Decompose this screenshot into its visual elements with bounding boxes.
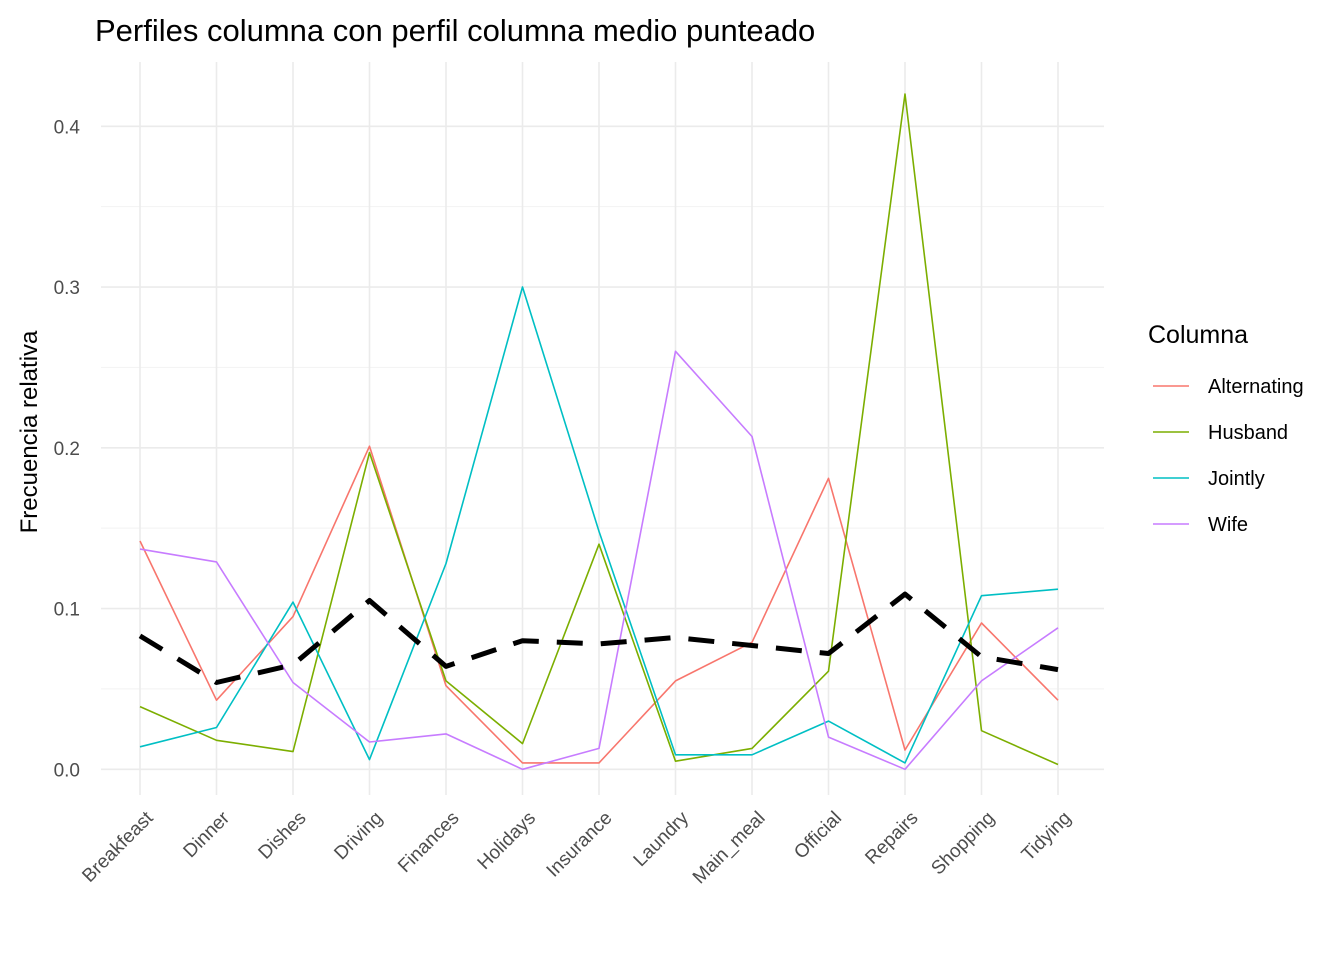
x-tick-label: Dinner	[180, 807, 235, 862]
chart-title: Perfiles columna con perfil columna medi…	[95, 13, 815, 48]
x-tick-label: Official	[790, 808, 846, 864]
y-axis-label: Frecuencia relativa	[16, 330, 43, 533]
x-tick-label: Main_meal	[689, 808, 770, 889]
legend-title: Columna	[1148, 321, 1248, 349]
x-tick-label: Repairs	[861, 808, 922, 869]
legend-label-jointly: Jointly	[1208, 468, 1265, 490]
x-tick-label: Shopping	[927, 808, 999, 880]
legend-label-husband: Husband	[1208, 422, 1288, 444]
average-profile-line	[138, 591, 1059, 685]
x-tick-label: Dishes	[255, 808, 311, 864]
legend-label-alternating: Alternating	[1208, 376, 1304, 398]
average-profile-dashed-line	[138, 591, 1059, 685]
minor-gridlines	[101, 206, 1104, 690]
y-axis-tick-labels: 0.0 0.1 0.2 0.3 0.4	[54, 117, 81, 781]
series-line-husband	[139, 93, 1059, 766]
y-tick-label: 0.0	[54, 760, 80, 781]
x-tick-label: Finances	[394, 808, 463, 877]
plot-background	[101, 62, 1104, 795]
series-line-alternating	[139, 445, 1059, 764]
x-tick-label: Driving	[330, 808, 387, 865]
x-tick-label: Holidays	[474, 808, 540, 874]
x-tick-label: Insurance	[543, 808, 617, 882]
legend-label-wife: Wife	[1208, 514, 1248, 536]
x-tick-label: Breakfeast	[78, 807, 158, 887]
y-tick-label: 0.4	[54, 117, 81, 138]
major-gridlines	[101, 62, 1104, 795]
series-line-wife	[139, 350, 1059, 771]
x-tick-label: Tidying	[1018, 808, 1076, 866]
y-tick-label: 0.1	[54, 600, 80, 621]
y-tick-label: 0.3	[54, 278, 80, 299]
x-axis-tick-labels: Breakfeast Dinner Dishes Driving Finances Hol…	[78, 807, 1075, 888]
series-line-jointly	[139, 286, 1059, 764]
x-tick-label: Laundry	[630, 807, 694, 871]
legend: Columna Alternating Husband Jointly Wife	[1148, 321, 1304, 536]
series-lines	[139, 93, 1059, 771]
y-tick-label: 0.2	[54, 439, 80, 460]
